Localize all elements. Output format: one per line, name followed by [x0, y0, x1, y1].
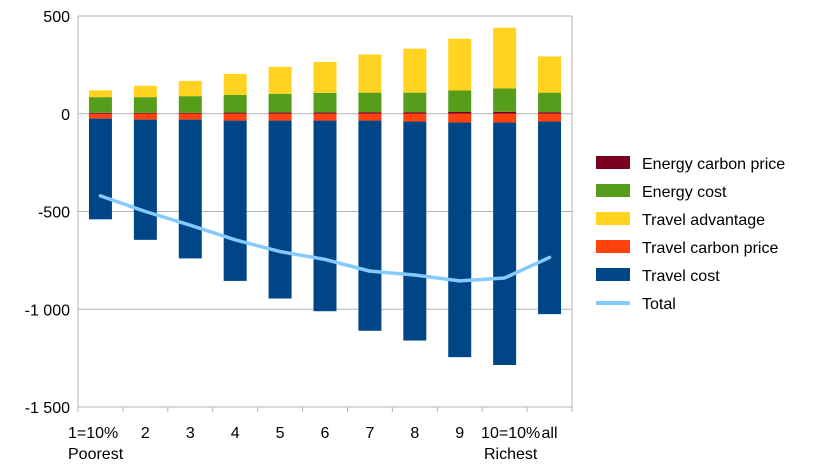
bar-travel-carbon-price: [358, 113, 382, 121]
bar-energy-carbon-price: [268, 112, 292, 114]
bar-travel-cost: [448, 122, 472, 358]
bar-energy-cost: [133, 97, 157, 113]
x-tick-label: 2: [141, 425, 150, 442]
bar-travel-carbon-price: [313, 113, 337, 121]
bar-travel-cost: [133, 119, 157, 240]
bar-travel-cost: [538, 121, 562, 315]
legend-label-travel-advantage: Travel advantage: [642, 212, 765, 229]
bar-travel-advantage: [403, 48, 427, 93]
bar-travel-advantage: [493, 27, 517, 89]
bar-energy-cost: [538, 92, 562, 113]
bar-energy-cost: [223, 94, 247, 113]
total-line-layer: [98, 194, 552, 283]
legend-swatch-energy-cost: [596, 184, 630, 197]
bar-energy-carbon-price: [223, 112, 247, 114]
legend-label-energy-carbon-price: Energy carbon price: [642, 156, 785, 173]
bar-energy-cost: [493, 88, 517, 112]
bar-travel-advantage: [223, 73, 247, 95]
bar-travel-carbon-price: [223, 113, 247, 121]
bar-energy-cost: [313, 92, 337, 113]
y-tick-label: -1 500: [25, 400, 70, 417]
bar-travel-cost: [223, 120, 247, 281]
x-tick-label: 3: [186, 425, 195, 442]
bar-travel-advantage: [268, 66, 292, 94]
bar-travel-advantage: [448, 38, 472, 91]
bar-travel-cost: [88, 118, 112, 220]
bar-travel-advantage: [88, 90, 112, 98]
bar-energy-cost: [358, 92, 382, 113]
x-tick-sublabel: Richest: [484, 446, 538, 463]
bar-travel-carbon-price: [88, 113, 112, 119]
bar-energy-carbon-price: [178, 112, 202, 114]
y-tick-label: 500: [43, 9, 70, 26]
bar-energy-cost: [448, 90, 472, 112]
y-tick-label: -500: [38, 205, 70, 222]
x-tick-label: 8: [410, 425, 419, 442]
series-line-total: [98, 194, 552, 283]
bar-travel-carbon-price: [538, 113, 562, 122]
legend-swatch-energy-carbon-price: [596, 156, 630, 169]
x-tick-label: 1=10%: [68, 425, 118, 442]
x-tick-label: 7: [365, 425, 374, 442]
bar-energy-cost: [403, 92, 427, 113]
bar-energy-carbon-price: [358, 112, 382, 114]
bar-travel-advantage: [178, 80, 202, 97]
x-tick-label: all: [542, 425, 558, 442]
bar-energy-carbon-price: [538, 112, 562, 114]
bar-travel-cost: [403, 121, 427, 341]
bar-travel-advantage: [358, 54, 382, 93]
bar-energy-cost: [178, 96, 202, 113]
legend-swatch-travel-advantage: [596, 212, 630, 225]
bar-energy-carbon-price: [88, 112, 112, 114]
bar-travel-carbon-price: [403, 113, 427, 122]
legend-swatch-travel-cost: [596, 268, 630, 281]
x-tick-label: 4: [231, 425, 240, 442]
legend-label-energy-cost: Energy cost: [642, 184, 727, 201]
bars: [88, 27, 562, 365]
bar-travel-cost: [313, 120, 337, 312]
bar-energy-cost: [268, 93, 292, 113]
y-tick-label: -1 000: [25, 302, 70, 319]
y-tick-label: 0: [61, 107, 70, 124]
legend-swatch-travel-carbon-price: [596, 240, 630, 253]
bar-travel-carbon-price: [448, 113, 472, 123]
x-tick-label: 5: [276, 425, 285, 442]
x-tick-label: 10=10%: [481, 425, 540, 442]
legend-label-total: Total: [642, 296, 676, 313]
bar-energy-carbon-price: [313, 112, 337, 114]
grid: [77, 15, 573, 412]
legend: Energy carbon price Energy cost Travel adv…: [596, 156, 785, 313]
bar-travel-advantage: [538, 56, 562, 93]
bar-travel-cost: [493, 122, 517, 365]
axes: 500 0 -500 -1 000 -1 500 1=10% Poorest 2 3 4 5 6 7 8 9…: [25, 9, 558, 463]
bar-travel-cost: [268, 120, 292, 299]
bar-energy-carbon-price: [133, 112, 157, 114]
bar-energy-carbon-price: [403, 112, 427, 114]
x-tick-label: 9: [455, 425, 464, 442]
bar-travel-cost: [178, 119, 202, 259]
bar-energy-carbon-price: [448, 111, 472, 114]
bar-energy-cost: [88, 97, 112, 113]
bar-travel-carbon-price: [268, 113, 292, 121]
bar-travel-advantage: [313, 61, 337, 93]
bar-travel-carbon-price: [178, 113, 202, 120]
x-tick-label: 6: [321, 425, 330, 442]
bar-travel-cost: [358, 120, 382, 331]
bar-travel-advantage: [133, 85, 157, 98]
bar-travel-carbon-price: [493, 113, 517, 123]
x-tick-sublabel: Poorest: [68, 446, 124, 463]
bar-travel-carbon-price: [133, 113, 157, 120]
legend-label-travel-cost: Travel cost: [642, 268, 720, 285]
legend-label-travel-carbon-price: Travel carbon price: [642, 240, 778, 257]
bar-energy-carbon-price: [493, 111, 517, 114]
